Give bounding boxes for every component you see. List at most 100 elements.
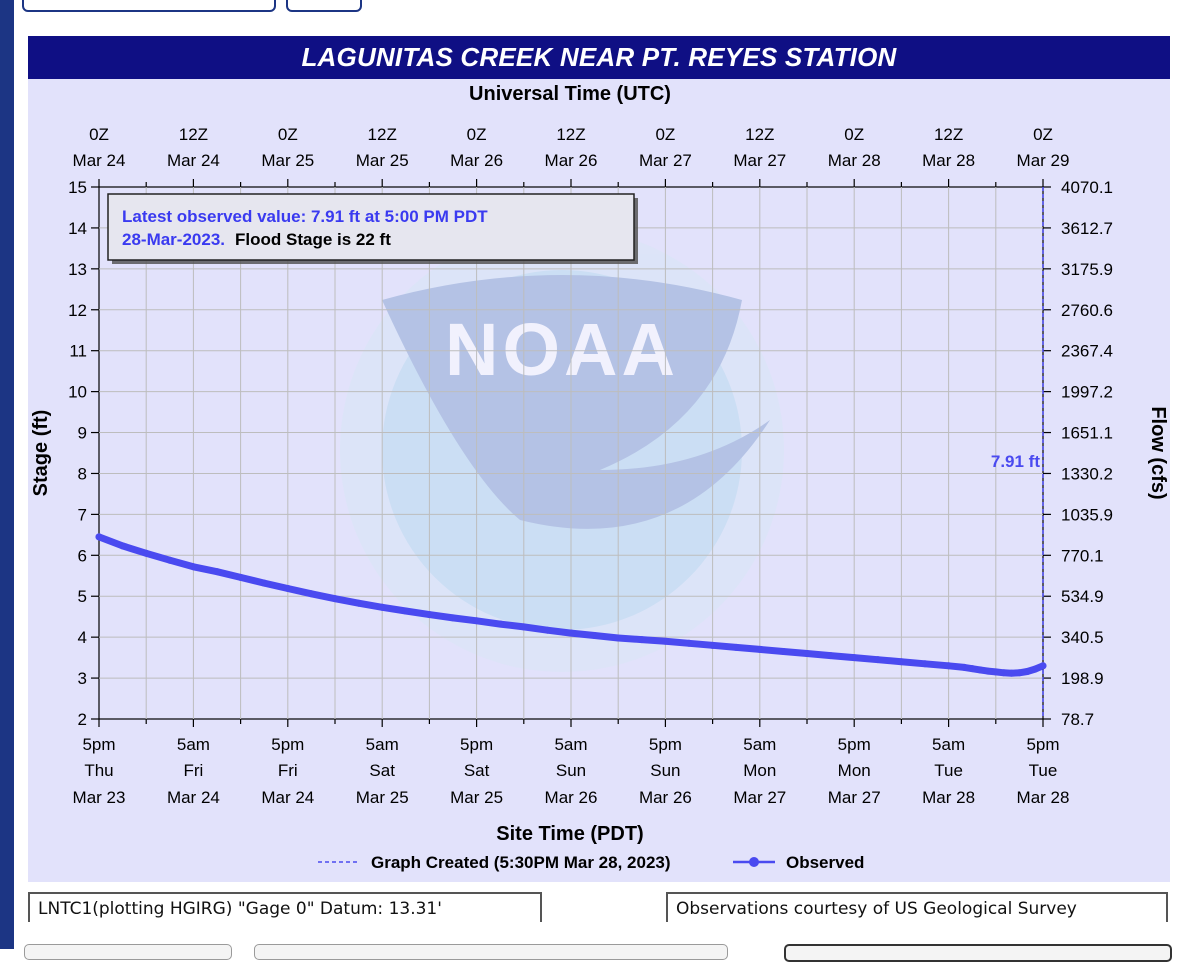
top-tick-date: Mar 26: [450, 151, 503, 170]
y2-axis-title: Flow (cfs): [1147, 406, 1169, 499]
bottom-tick-time: 5am: [743, 735, 776, 754]
top-tick-hour: 12Z: [368, 125, 397, 144]
top-button-right[interactable]: [286, 0, 362, 12]
observed-point: [473, 617, 481, 625]
observed-point: [543, 626, 551, 634]
bottom-tick-day: Tue: [1029, 761, 1058, 780]
bottom-tick-day: Sat: [464, 761, 490, 780]
bottom-tick-day: Fri: [278, 761, 298, 780]
legend-created-label: Graph Created (5:30PM Mar 28, 2023): [371, 853, 671, 872]
observed-point: [756, 645, 764, 653]
info-flood-stage: Flood Stage is 22 ft: [235, 230, 391, 249]
bottom-button-3[interactable]: [784, 944, 1172, 962]
legend-observed-label: Observed: [786, 853, 864, 872]
observed-point: [968, 665, 976, 673]
observed-point: [897, 658, 905, 666]
top-tick-date: Mar 27: [733, 151, 786, 170]
bottom-tick-time: 5pm: [649, 735, 682, 754]
y-tick-label: 12: [68, 301, 87, 320]
bottom-tick-time: 5am: [554, 735, 587, 754]
observed-point: [331, 595, 339, 603]
observed-point: [976, 666, 984, 674]
observed-point: [119, 542, 127, 550]
svg-text:NOAA: NOAA: [445, 308, 679, 391]
bottom-button-1[interactable]: [24, 944, 232, 960]
top-tick-hour: 0Z: [467, 125, 487, 144]
bottom-tick-date: Mar 26: [545, 788, 598, 807]
bottom-tick-day: Thu: [84, 761, 113, 780]
top-tick-date: Mar 25: [356, 151, 409, 170]
grid-lines: [99, 187, 1043, 719]
observed-point: [449, 614, 457, 622]
top-tick-date: Mar 25: [261, 151, 314, 170]
observed-series: [95, 533, 1047, 677]
top-tick-date: Mar 24: [167, 151, 220, 170]
observed-point: [496, 620, 504, 628]
info-box: Latest observed value: 7.91 ft at 5:00 P…: [107, 193, 638, 264]
y-tick-label: 14: [68, 219, 87, 238]
bottom-button-2[interactable]: [254, 944, 728, 960]
observed-point: [1015, 669, 1023, 677]
y2-tick-label: 4070.1: [1061, 178, 1113, 197]
top-axis-title: Universal Time (UTC): [469, 83, 671, 105]
bottom-tick-day: Sat: [369, 761, 395, 780]
y-tick-label: 13: [68, 260, 87, 279]
y2-tick-label: 1651.1: [1061, 424, 1113, 443]
observed-point: [567, 629, 575, 637]
top-tick-hour: 0Z: [89, 125, 109, 144]
observed-point: [1008, 669, 1016, 677]
y-tick-label: 9: [78, 424, 87, 443]
observed-point: [945, 662, 953, 670]
observed-point: [378, 603, 386, 611]
bottom-tick-time: 5am: [177, 735, 210, 754]
y2-tick-label: 2367.4: [1061, 342, 1113, 361]
bottom-tick-time: 5pm: [82, 735, 115, 754]
top-tick-date: Mar 27: [639, 151, 692, 170]
top-tick-date: Mar 28: [828, 151, 881, 170]
top-button-left[interactable]: [22, 0, 276, 12]
y-tick-label: 7: [78, 505, 87, 524]
bottom-tick-day: Mon: [743, 761, 776, 780]
y-tick-label: 10: [68, 383, 87, 402]
observed-point: [1000, 669, 1008, 677]
observed-point: [638, 636, 646, 644]
top-tick-date: Mar 24: [73, 151, 126, 170]
y2-tick-label: 2760.6: [1061, 301, 1113, 320]
bottom-tick-date: Mar 24: [167, 788, 220, 807]
axes: 2 3 4 5 6 7 8 9 10 11 12 13 14 15 78.7 198.9 340.5 534.9 7…: [68, 125, 1113, 807]
observed-point: [827, 652, 835, 660]
bottom-tick-date: Mar 28: [922, 788, 975, 807]
bottom-tick-date: Mar 23: [73, 788, 126, 807]
observed-point: [1031, 665, 1039, 673]
y-tick-label: 2: [78, 710, 87, 729]
observed-point: [709, 641, 717, 649]
observed-point: [779, 647, 787, 655]
bottom-tick-day: Sun: [650, 761, 680, 780]
bottom-tick-day: Fri: [183, 761, 203, 780]
observed-point: [992, 668, 1000, 676]
top-tick-hour: 12Z: [934, 125, 963, 144]
observed-point: [921, 660, 929, 668]
bottom-tick-time: 5pm: [838, 735, 871, 754]
observed-point: [732, 643, 740, 651]
observed-point: [213, 568, 221, 576]
y-tick-label: 4: [78, 628, 87, 647]
bottom-tick-time: 5pm: [1026, 735, 1059, 754]
y2-tick-label: 1035.9: [1061, 505, 1113, 524]
y2-tick-label: 770.1: [1061, 546, 1104, 565]
observed-point: [520, 623, 528, 631]
latest-value-label: 7.91 ft: [991, 452, 1040, 471]
observed-point: [960, 663, 968, 671]
bottom-tick-time: 5pm: [460, 735, 493, 754]
bottom-tick-time: 5pm: [271, 735, 304, 754]
info-date: 28-Mar-2023.: [122, 230, 225, 249]
observed-point: [803, 650, 811, 658]
observed-point: [850, 654, 858, 662]
observed-point: [284, 584, 292, 592]
observed-point: [425, 611, 433, 619]
y2-tick-label: 78.7: [1061, 710, 1094, 729]
bottom-tick-date: Mar 25: [450, 788, 503, 807]
bottom-tick-date: Mar 28: [1017, 788, 1070, 807]
legend-observed-marker: [749, 857, 759, 867]
